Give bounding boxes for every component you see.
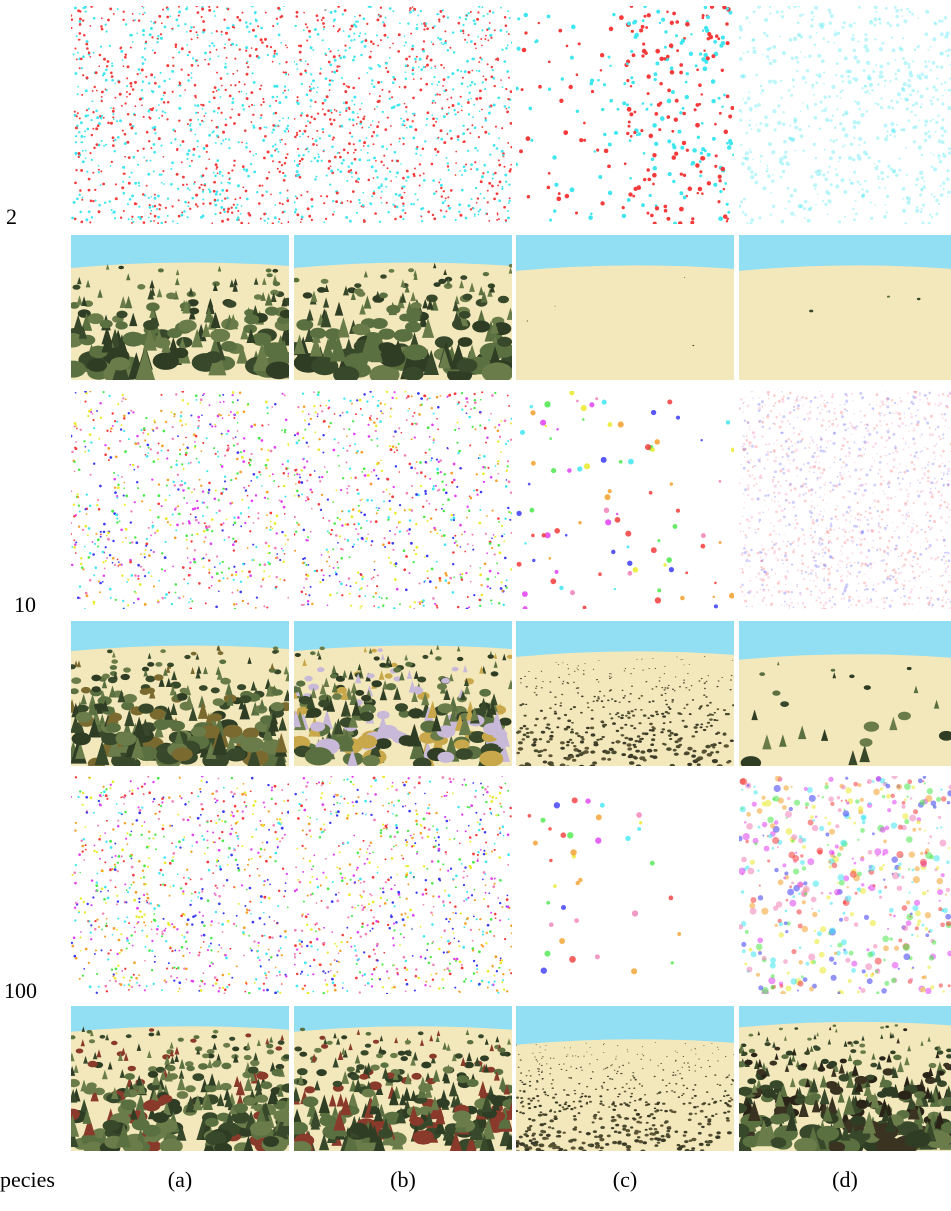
column-label-d: (d) — [832, 1167, 858, 1192]
column-label-a: (a) — [167, 1167, 193, 1192]
point-distribution-10-species-c — [516, 391, 734, 609]
point-distribution-2-species-b — [294, 6, 512, 224]
point-distribution-100-species-d — [739, 776, 951, 994]
column-label-b: (b) — [390, 1167, 416, 1192]
landscape-render-100-species-c — [516, 1006, 734, 1151]
landscape-render-2-species-a — [71, 235, 289, 380]
row-label-100: 100 — [4, 978, 37, 1003]
point-distribution-100-species-b — [294, 776, 512, 994]
point-distribution-100-species-c — [516, 776, 734, 994]
point-distribution-2-species-d — [739, 6, 951, 224]
landscape-render-10-species-d — [739, 621, 951, 766]
landscape-render-100-species-d — [739, 1006, 951, 1151]
point-distribution-2-species-c — [516, 6, 734, 224]
landscape-render-100-species-b — [294, 1006, 512, 1151]
point-distribution-10-species-d — [739, 391, 951, 609]
landscape-render-10-species-a — [71, 621, 289, 766]
column-label-c: (c) — [612, 1167, 638, 1192]
row-label-2: 2 — [6, 204, 17, 229]
landscape-render-10-species-b — [294, 621, 512, 766]
corner-label: pecies — [0, 1167, 55, 1192]
point-distribution-2-species-a — [71, 6, 289, 224]
row-label-10: 10 — [14, 592, 36, 617]
landscape-render-2-species-c — [516, 235, 734, 380]
landscape-render-10-species-c — [516, 621, 734, 766]
landscape-render-2-species-b — [294, 235, 512, 380]
point-distribution-10-species-a — [71, 391, 289, 609]
point-distribution-100-species-a — [71, 776, 289, 994]
landscape-render-2-species-d — [739, 235, 951, 380]
landscape-render-100-species-a — [71, 1006, 289, 1151]
point-distribution-10-species-b — [294, 391, 512, 609]
